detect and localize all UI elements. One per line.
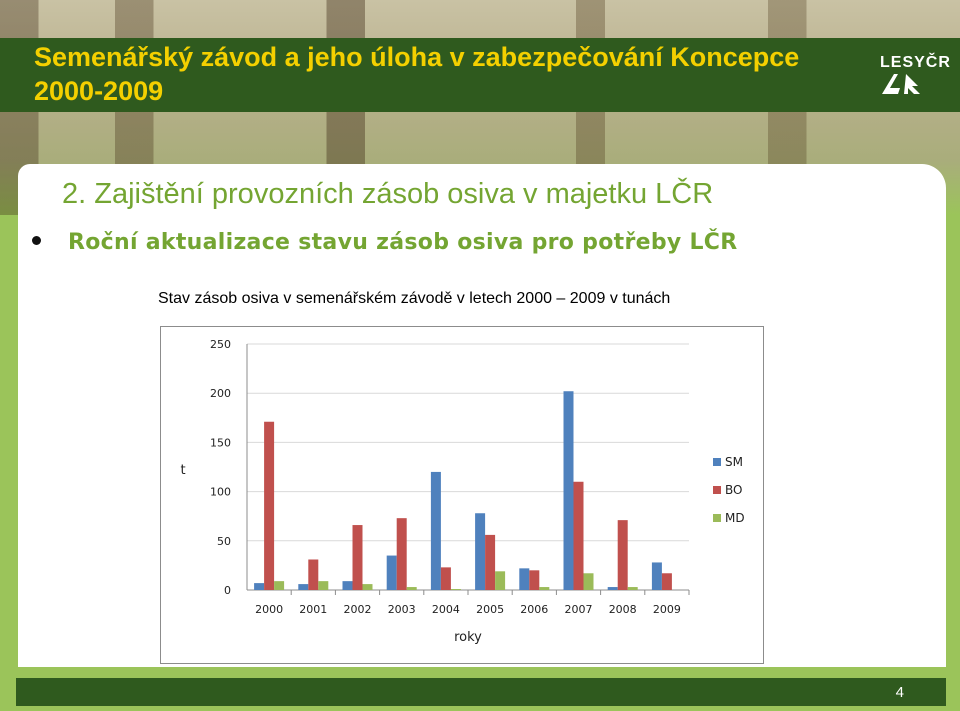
x-tick-label: 2002 <box>344 603 372 616</box>
bar-sm-2001 <box>298 584 309 590</box>
section-heading: 2. Zajištění provozních zásob osiva v ma… <box>62 178 714 210</box>
x-tick-label: 2005 <box>476 603 504 616</box>
x-tick-label: 2008 <box>609 603 637 616</box>
bar-sm-2002 <box>342 581 353 590</box>
x-tick-label: 2004 <box>432 603 460 616</box>
bullet-text: Roční aktualizace stavu zásob osiva pro … <box>68 230 738 255</box>
chart-container: 0 50 100 150 200 250 2000 2001 2002 2003 2004 2005 2… <box>160 326 764 664</box>
x-axis-title: roky <box>454 630 482 645</box>
bar-sm-2008 <box>607 587 618 590</box>
bar-md-2008 <box>627 587 638 590</box>
bar-sm-2004 <box>430 471 441 590</box>
title-bar <box>0 38 960 112</box>
bar-bo-2006 <box>529 570 540 590</box>
y-tick-label: 150 <box>210 436 231 449</box>
bar-sm-2007 <box>563 391 574 590</box>
bar-md-2002 <box>362 584 373 590</box>
bar-bo-2004 <box>440 567 451 590</box>
bar-md-2006 <box>539 587 550 590</box>
x-tick-label: 2007 <box>565 603 593 616</box>
bar-bo-2007 <box>573 481 584 590</box>
bar-md-2007 <box>583 573 594 590</box>
bar-bo-2005 <box>485 534 496 590</box>
y-axis-title: t <box>180 463 185 478</box>
lesy-cr-logo: LESYČR <box>880 54 950 104</box>
bar-bo-2008 <box>617 520 628 590</box>
bar-sm-2000 <box>254 583 265 590</box>
slide-title: Semenářský závod a jeho úloha v zabezpeč… <box>34 42 800 106</box>
y-tick-label: 200 <box>210 387 231 400</box>
legend-label-sm: SM <box>725 455 743 469</box>
bar-chart: 0 50 100 150 200 250 2000 2001 2002 2003 2004 2005 2… <box>180 338 745 645</box>
x-tick-label: 2009 <box>653 603 681 616</box>
bar-bo-2009 <box>661 573 672 590</box>
bar-md-2004 <box>450 589 461 590</box>
bar-md-2003 <box>406 587 417 590</box>
legend-label-bo: BO <box>725 483 742 497</box>
bar-sm-2009 <box>651 562 662 590</box>
bar-md-2000 <box>274 581 285 590</box>
chart-caption: Stav zásob osiva v semenářském závodě v … <box>158 290 671 307</box>
bar-bo-2000 <box>264 421 275 590</box>
y-tick-label: 100 <box>210 486 231 499</box>
logo-text: LESYČR <box>880 54 951 71</box>
bar-bo-2002 <box>352 525 363 590</box>
y-tick-label: 0 <box>224 584 231 597</box>
page-number: 4 <box>895 684 904 701</box>
x-tick-label: 2003 <box>388 603 416 616</box>
y-tick-label: 50 <box>217 535 231 548</box>
legend-swatch-bo <box>713 486 721 494</box>
legend-swatch-md <box>713 514 721 522</box>
bar-bo-2001 <box>308 559 319 590</box>
legend-label-md: MD <box>725 511 745 525</box>
x-tick-label: 2001 <box>299 603 327 616</box>
bar-bo-2003 <box>396 518 407 590</box>
y-tick-label: 250 <box>210 338 231 351</box>
logo-emblem-icon <box>882 74 920 94</box>
footer-bar <box>16 678 946 706</box>
bar-md-2005 <box>495 571 506 590</box>
bar-md-2001 <box>318 581 329 590</box>
x-tick-label: 2000 <box>255 603 283 616</box>
bullet-icon <box>32 236 41 245</box>
x-tick-label: 2006 <box>520 603 548 616</box>
bar-sm-2006 <box>519 568 530 590</box>
bar-sm-2003 <box>386 555 397 590</box>
legend-swatch-sm <box>713 458 721 466</box>
bar-sm-2005 <box>475 513 486 590</box>
